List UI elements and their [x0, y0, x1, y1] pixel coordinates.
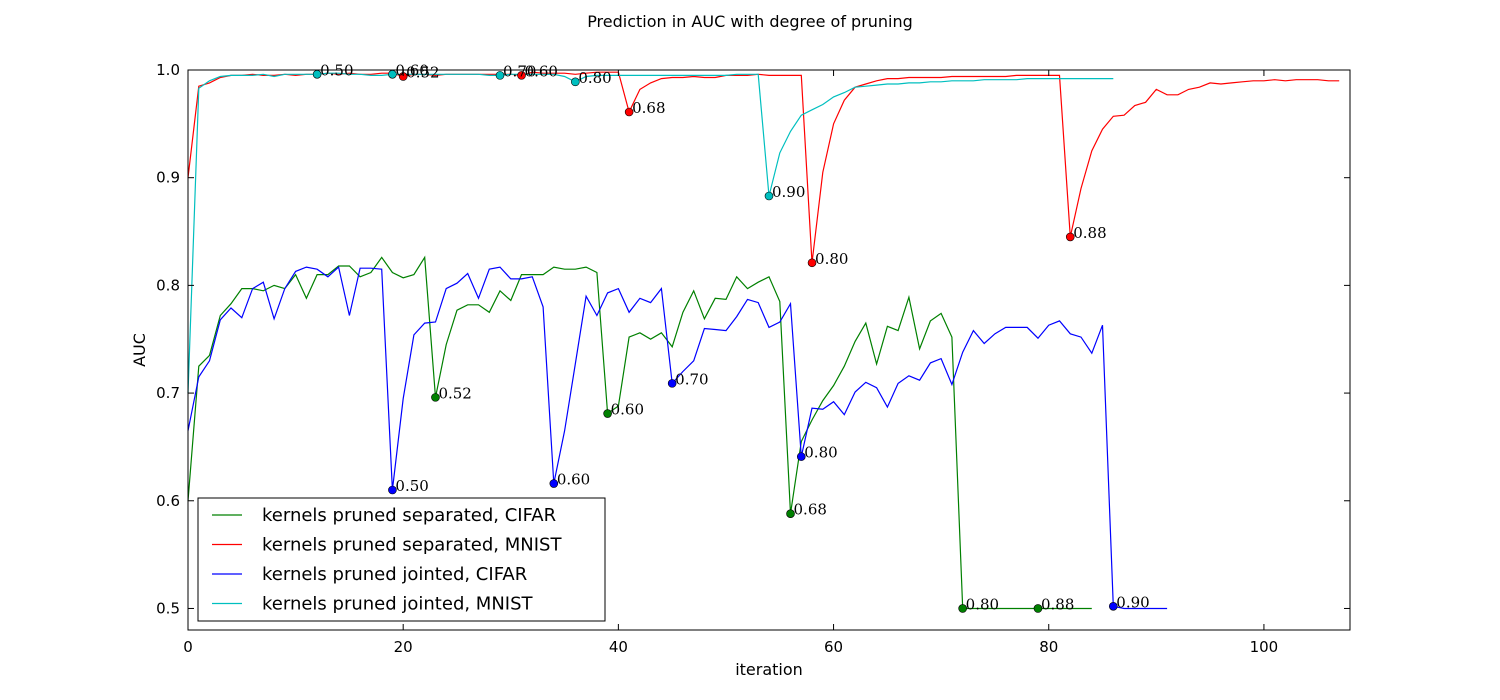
- chart-title: Prediction in AUC with degree of pruning: [587, 12, 913, 31]
- x-tick-label: 40: [609, 638, 628, 656]
- pruning-marker: [1033, 604, 1043, 613]
- x-tick-label: 60: [824, 638, 843, 656]
- pruning-marker: [624, 107, 634, 117]
- y-tick-label: 0.9: [156, 169, 180, 187]
- pruning-marker: [1108, 602, 1118, 611]
- pruning-annotation: 0.90: [1116, 593, 1149, 611]
- pruning-annotation: 0.88: [1073, 224, 1106, 242]
- plot-lines: [187, 71, 1340, 610]
- pruning-marker: [786, 509, 795, 518]
- pruning-annotation: 0.68: [632, 99, 665, 117]
- pruning-marker: [517, 71, 526, 80]
- pruning-marker: [796, 452, 806, 461]
- pruning-marker: [603, 409, 612, 418]
- pruning-annotation: 0.80: [815, 250, 848, 268]
- pruning-annotation: 0.60: [525, 62, 558, 80]
- pruning-annotation: 0.52: [406, 63, 439, 81]
- pruning-marker: [388, 485, 397, 495]
- plot-markers: 0.52 0.60 0.68 0.80 0.88 0.52 0.60 0.68 0.80 0.88…: [312, 61, 1150, 613]
- pruning-annotation: 0.68: [794, 501, 827, 519]
- x-tick-label: 0: [183, 638, 193, 656]
- series-line-0: [187, 255, 1092, 610]
- y-tick-label: 0.8: [156, 276, 180, 294]
- pruning-marker: [571, 77, 580, 87]
- pruning-annotation: 0.52: [438, 384, 471, 402]
- x-axis-ticks: 0 20 40 60 80 100: [183, 70, 1278, 656]
- pruning-annotation: 0.80: [966, 595, 999, 613]
- pruning-marker: [495, 71, 505, 80]
- pruning-marker: [764, 191, 774, 201]
- series-line-2: [187, 265, 1168, 610]
- plot-frame: [187, 69, 1351, 631]
- legend-entry: kernels pruned separated, CIFAR: [262, 505, 556, 526]
- pruning-annotation: 0.70: [503, 62, 536, 80]
- y-axis-label: AUC: [130, 333, 149, 367]
- y-tick-label: 1.0: [156, 61, 180, 79]
- x-tick-label: 100: [1250, 638, 1279, 656]
- legend-entry: kernels pruned jointed, CIFAR: [262, 564, 527, 585]
- legend-entry: kernels pruned separated, MNIST: [262, 535, 562, 556]
- x-axis-label: iteration: [735, 660, 803, 679]
- pruning-annotation: 0.60: [611, 401, 644, 419]
- pruning-annotation: 0.70: [675, 370, 708, 388]
- pruning-marker: [958, 604, 967, 613]
- series-line-3: [187, 72, 1114, 394]
- y-tick-label: 0.5: [156, 599, 180, 617]
- pruning-annotation: 0.88: [1041, 595, 1074, 613]
- y-tick-label: 0.7: [156, 384, 180, 402]
- y-axis-ticks: 0.5 0.6 0.7 0.8 0.9 1.0: [156, 61, 1350, 617]
- legend-entry: kernels pruned jointed, MNIST: [262, 594, 534, 615]
- x-tick-label: 20: [394, 638, 413, 656]
- legend: kernels pruned separated, CIFAR kernels p…: [197, 497, 606, 622]
- pruning-marker: [549, 479, 559, 488]
- pruning-annotation: 0.80: [578, 69, 611, 87]
- pruning-marker: [1065, 232, 1075, 242]
- legend-frame: [197, 497, 606, 622]
- series-line-1: [187, 71, 1340, 263]
- pruning-annotation: 0.60: [557, 471, 590, 489]
- pruning-annotation: 0.80: [804, 444, 837, 462]
- pruning-annotation: 0.50: [395, 477, 428, 495]
- pruning-annotation: 0.90: [772, 183, 805, 201]
- x-tick-label: 80: [1039, 638, 1058, 656]
- y-tick-label: 0.6: [156, 492, 180, 510]
- pruning-marker: [807, 258, 817, 268]
- pruning-marker: [667, 379, 677, 388]
- pruning-marker: [431, 393, 440, 402]
